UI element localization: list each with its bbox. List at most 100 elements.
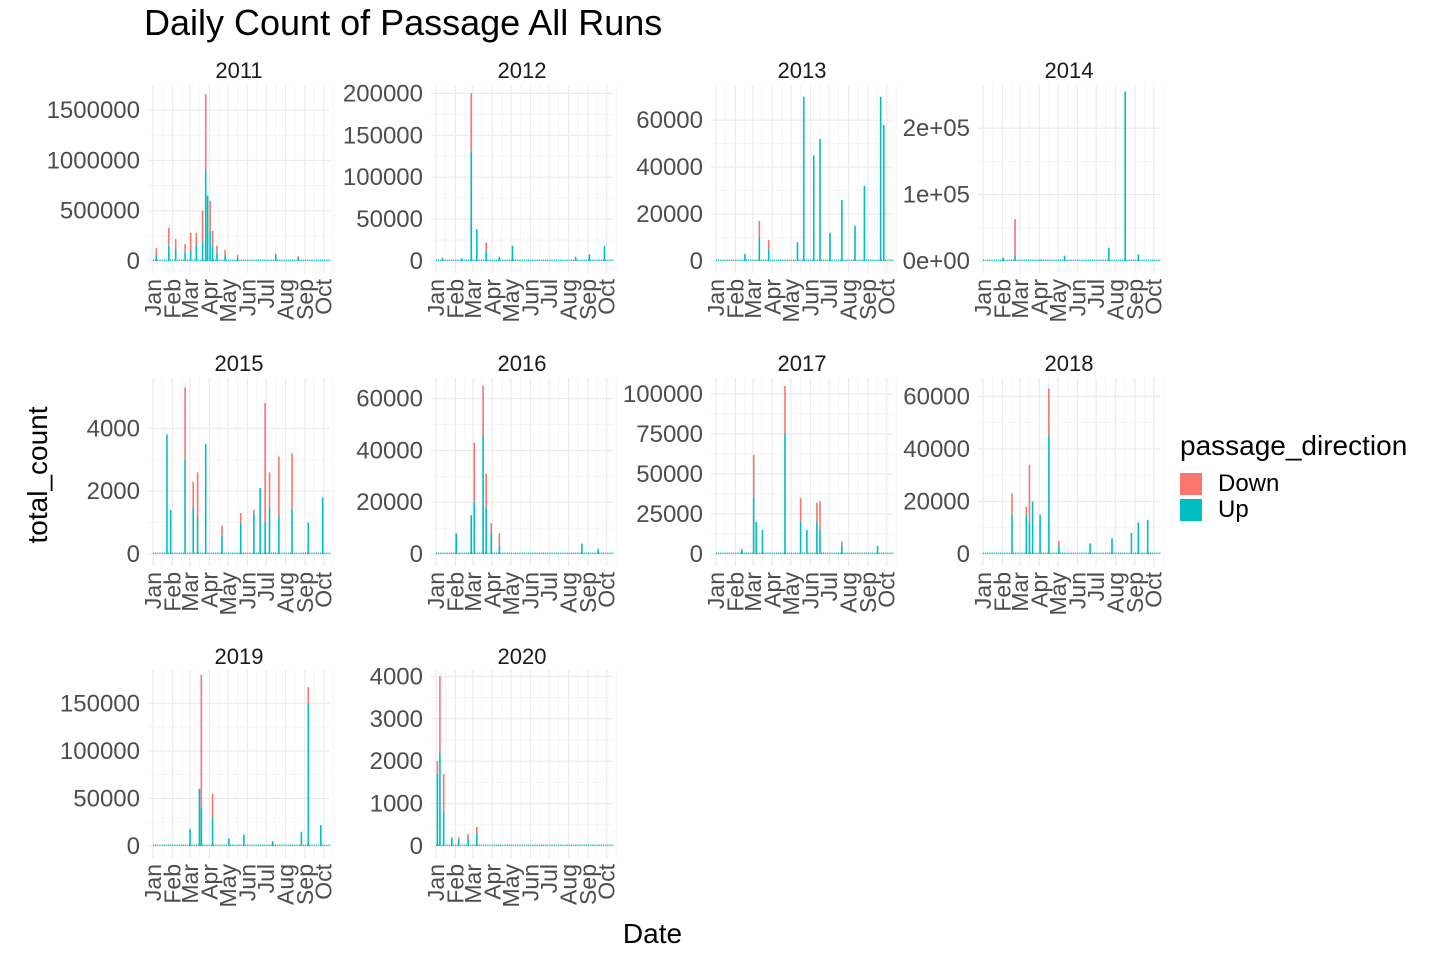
y-tick-label: 0 — [410, 833, 423, 860]
y-axis-title: total_count — [22, 406, 53, 544]
bar-baseline — [267, 552, 269, 554]
x-tick-label: Mar — [460, 279, 486, 319]
bar-up — [758, 237, 761, 261]
bar-baseline — [572, 259, 574, 261]
bar-baseline — [565, 844, 567, 846]
y-tick-label: 1000000 — [47, 147, 140, 174]
bar-baseline — [1007, 552, 1009, 554]
bar-baseline — [436, 259, 438, 261]
bar-baseline — [1016, 552, 1018, 554]
bar-baseline — [572, 844, 574, 846]
facet-label-2015: 2015 — [215, 351, 264, 376]
bar-baseline — [858, 552, 860, 554]
bar-baseline — [725, 552, 727, 554]
bar-up — [169, 510, 172, 554]
bar-up — [581, 543, 583, 554]
bar-up — [498, 256, 501, 261]
bar-baseline — [1097, 259, 1099, 261]
bar-up — [485, 250, 488, 261]
bar-baseline — [1133, 552, 1135, 554]
bar-baseline — [475, 259, 477, 261]
bar-baseline — [211, 259, 213, 261]
bar-baseline — [1157, 259, 1159, 261]
bar-baseline — [815, 259, 817, 261]
y-tick-label: 50000 — [636, 461, 703, 488]
bar-down — [485, 473, 488, 508]
bar-baseline — [280, 259, 282, 261]
bar-baseline — [1033, 259, 1035, 261]
bar-baseline — [749, 552, 751, 554]
bar-up — [166, 434, 168, 554]
legend-item-up: Up — [1180, 496, 1407, 523]
bar-baseline — [990, 552, 992, 554]
bar-baseline — [460, 552, 462, 554]
x-tick-label: Aug — [556, 864, 582, 905]
y-tick-label: 0 — [127, 833, 140, 860]
x-tick-label: Aug — [273, 279, 299, 320]
x-tick-label: Sep — [292, 279, 318, 320]
bar-down — [482, 385, 484, 435]
bar-up — [321, 497, 324, 554]
bar-baseline — [584, 552, 586, 554]
bar-baseline — [201, 552, 203, 554]
bar-baseline — [550, 259, 552, 261]
bar-baseline — [529, 259, 531, 261]
bar-baseline — [601, 259, 603, 261]
bar-baseline — [169, 844, 171, 846]
bar-baseline — [1138, 552, 1140, 554]
y-tick-label: 1500000 — [47, 97, 140, 124]
bar-up — [455, 533, 457, 554]
bar-baseline — [1142, 259, 1144, 261]
bar-baseline — [747, 259, 749, 261]
bar-baseline — [214, 844, 216, 846]
bar-baseline — [481, 259, 483, 261]
bar-baseline — [849, 552, 851, 554]
bar-baseline — [550, 552, 552, 554]
bar-baseline — [554, 552, 556, 554]
bar-baseline — [196, 844, 198, 846]
bar-baseline — [267, 259, 269, 261]
bar-baseline — [486, 552, 488, 554]
bar-baseline — [717, 259, 719, 261]
bar-baseline — [716, 552, 718, 554]
bar-baseline — [1119, 259, 1121, 261]
bar-baseline — [591, 552, 593, 554]
bar-baseline — [477, 844, 479, 846]
bar-baseline — [535, 552, 537, 554]
bar-baseline — [213, 259, 215, 261]
bar-baseline — [783, 552, 785, 554]
bar-baseline — [828, 552, 830, 554]
bar-up — [882, 124, 885, 261]
bar-baseline — [488, 552, 490, 554]
bar-baseline — [304, 259, 306, 261]
bar-baseline — [747, 552, 749, 554]
bar-up — [876, 546, 879, 554]
bar-down — [490, 522, 493, 534]
bar-baseline — [1151, 552, 1153, 554]
bar-baseline — [777, 552, 779, 554]
bar-baseline — [843, 552, 845, 554]
bar-baseline — [203, 844, 205, 846]
bar-baseline — [265, 259, 267, 261]
y-tick-label: 1000 — [370, 791, 423, 818]
bar-baseline — [447, 844, 449, 846]
bar-up — [473, 502, 476, 554]
bar-baseline — [511, 259, 513, 261]
bar-baseline — [276, 844, 278, 846]
bar-baseline — [439, 552, 441, 554]
bar-baseline — [552, 552, 554, 554]
bar-baseline — [295, 552, 297, 554]
bar-baseline — [250, 259, 252, 261]
bar-down — [473, 442, 476, 503]
bar-baseline — [1089, 259, 1091, 261]
bar-baseline — [299, 552, 301, 554]
bar-baseline — [173, 552, 175, 554]
x-tick-label: Aug — [556, 572, 582, 613]
bar-up — [1014, 255, 1016, 261]
bar-baseline — [454, 844, 456, 846]
facet-label-2011: 2011 — [215, 58, 262, 83]
bar-baseline — [484, 844, 486, 846]
x-tick-label: May — [778, 572, 804, 616]
bar-baseline — [228, 259, 230, 261]
bar-baseline — [721, 259, 723, 261]
